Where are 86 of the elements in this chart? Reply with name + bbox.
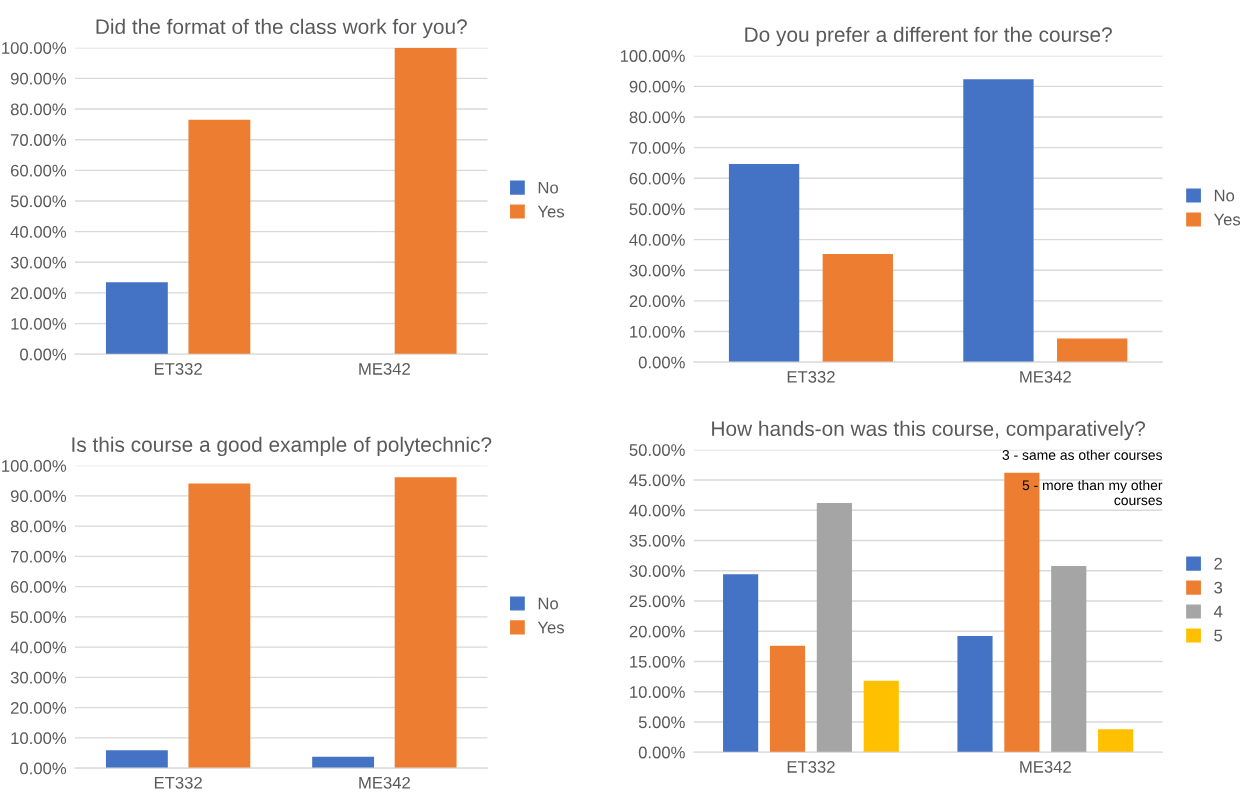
y-tick-label: 25.00% [629, 595, 685, 608]
y-tick-label: 10.00% [11, 732, 67, 745]
y-tick-label: 40.00% [629, 504, 685, 517]
y-tick-label: 20.00% [10, 287, 67, 300]
y-tick-label: 0.00% [20, 348, 67, 361]
y-tick-label: 45.00% [629, 474, 685, 487]
bar [394, 47, 457, 355]
bar [105, 750, 168, 769]
y-tick-label: 0.00% [638, 746, 685, 759]
y-tick-label: 20.00% [629, 295, 685, 308]
y-tick-label: 40.00% [10, 226, 67, 238]
y-tick-label: 30.00% [629, 565, 685, 577]
y-tick-label: 20.00% [629, 625, 685, 638]
y-tick-label: 50.00% [10, 611, 67, 624]
y-tick-label: 100.00% [2, 460, 67, 472]
y-tick-label: 40.00% [629, 234, 685, 246]
bar [105, 282, 168, 355]
y-tick-label: 0.00% [20, 762, 67, 775]
y-tick-label: 70.00% [629, 142, 685, 154]
y-tick-label: 5.00% [638, 716, 685, 729]
y-tick-label: 90.00% [629, 80, 685, 93]
y-tick-label: 60.00% [10, 164, 67, 177]
bar [723, 574, 759, 753]
y-tick-label: 80.00% [10, 520, 67, 533]
bar [957, 636, 993, 753]
x-tick-label: ME342 [359, 776, 410, 789]
legend-label: 4 [1213, 605, 1223, 618]
y-tick-label: 30.00% [10, 671, 67, 684]
bar [1051, 565, 1087, 753]
bar [963, 79, 1034, 363]
bar [728, 163, 800, 363]
x-tick-label: ME342 [359, 362, 410, 375]
x-tick-label: ET332 [154, 362, 202, 375]
x-tick-label: ET332 [787, 760, 835, 773]
y-tick-label: 50.00% [10, 195, 67, 208]
y-tick-label: 100.00% [620, 50, 685, 62]
bar [822, 254, 893, 363]
y-tick-label: 20.00% [10, 702, 67, 714]
bar [1098, 729, 1134, 753]
y-tick-label: 50.00% [629, 444, 685, 456]
legend-label: 3 [1214, 581, 1223, 594]
y-tick-label: 15.00% [630, 655, 685, 668]
legend-label: No [538, 597, 559, 610]
y-tick-label: 70.00% [11, 550, 67, 563]
y-tick-label: 40.00% [10, 641, 67, 654]
y-tick-label: 60.00% [629, 172, 685, 185]
y-tick-label: 80.00% [629, 111, 685, 124]
annotation: 5 - more than my other courses [1022, 479, 1163, 506]
annotation: 3 - same as other courses [1002, 449, 1163, 460]
legend-label: Yes [537, 205, 565, 218]
bar [1004, 472, 1040, 753]
y-tick-label: 10.00% [11, 317, 67, 330]
y-tick-label: 30.00% [629, 264, 685, 277]
legend-label: 5 [1214, 629, 1223, 642]
y-tick-label: 90.00% [10, 490, 67, 503]
chart-title: Is this course a good example of polytechnic? [72, 436, 492, 457]
bar [394, 477, 457, 769]
y-tick-label: 70.00% [11, 134, 67, 146]
bar [816, 502, 852, 753]
y-tick-label: 80.00% [10, 103, 67, 116]
legend-label: 2 [1214, 557, 1222, 570]
legend-label: Yes [1213, 213, 1241, 226]
y-tick-label: 0.00% [638, 356, 685, 369]
bar [188, 119, 251, 355]
bar [1057, 338, 1128, 363]
x-tick-label: ME342 [1020, 370, 1071, 383]
bar [188, 483, 251, 769]
y-tick-label: 35.00% [629, 534, 685, 547]
bar [863, 680, 899, 753]
y-tick-label: 10.00% [630, 686, 685, 698]
legend-label: No [538, 181, 559, 194]
y-tick-label: 10.00% [630, 325, 685, 338]
x-tick-label: ME342 [1020, 760, 1071, 773]
y-tick-label: 90.00% [10, 72, 67, 85]
y-tick-label: 100.00% [2, 42, 67, 54]
legend-label: No [1214, 189, 1235, 202]
x-tick-label: ET332 [787, 370, 835, 383]
y-tick-label: 30.00% [10, 256, 67, 269]
chart-title: Did the format of the class work for you? [96, 18, 467, 39]
x-tick-label: ET332 [154, 776, 202, 789]
chart-title: How hands-on was this course, comparatively? [712, 420, 1146, 441]
y-tick-label: 60.00% [10, 581, 67, 593]
chart-title: Do you prefer a different for the course? [745, 26, 1112, 47]
bar [769, 645, 806, 753]
y-tick-label: 50.00% [629, 203, 685, 216]
legend-label: Yes [537, 621, 565, 634]
